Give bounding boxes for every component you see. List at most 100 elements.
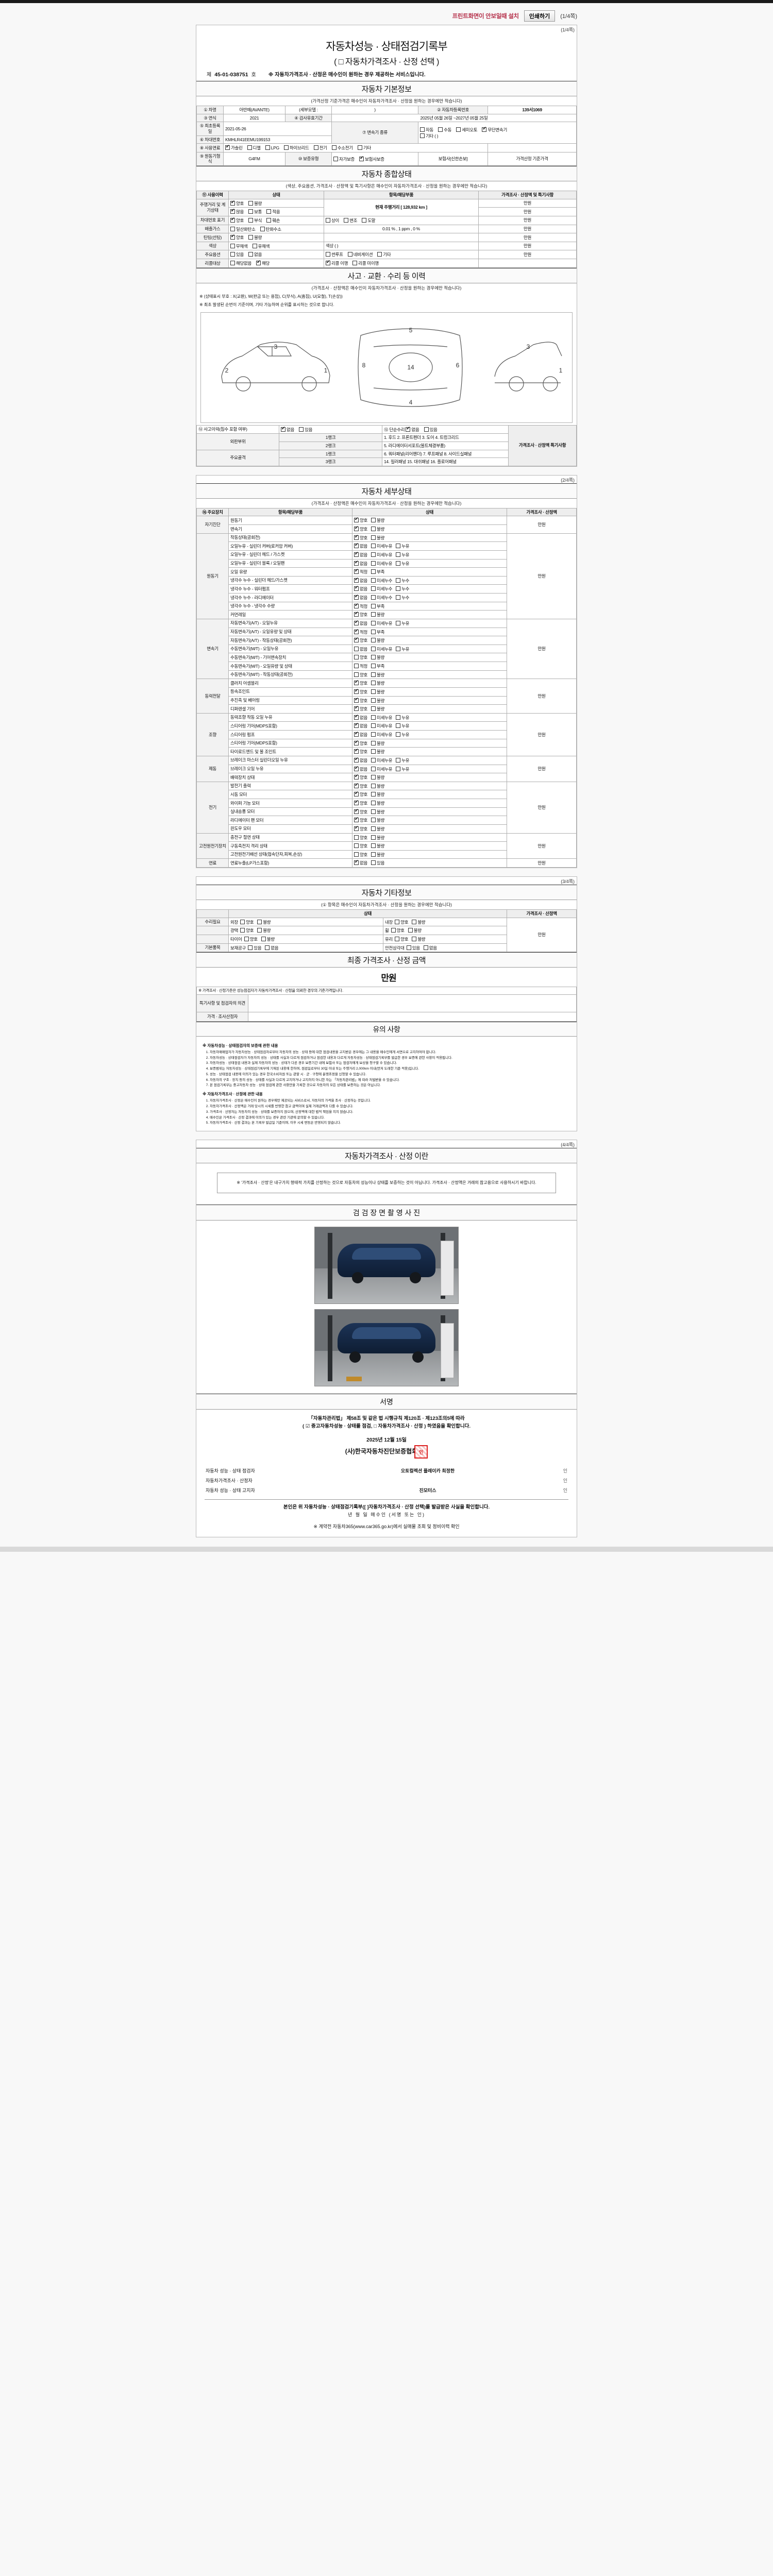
state-option[interactable]: 미세누유	[371, 552, 392, 558]
etc-option[interactable]: 없음	[423, 945, 437, 951]
etc-cell[interactable]: 유리 양호 불량	[382, 934, 508, 944]
checkbox[interactable]	[354, 843, 359, 849]
checkbox[interactable]	[396, 766, 401, 771]
detail-item-state[interactable]: 없음 미세누수 누수	[352, 593, 507, 602]
state-option[interactable]: 없음	[354, 619, 367, 626]
checkbox[interactable]	[354, 739, 359, 745]
state-option[interactable]: 부족	[371, 663, 384, 669]
checkbox[interactable]	[412, 936, 417, 941]
checkbox[interactable]	[354, 611, 359, 617]
detail-item-state[interactable]: 양호 불량	[352, 781, 507, 791]
checkbox[interactable]	[396, 561, 401, 566]
state-option[interactable]: 불량	[371, 680, 384, 686]
etc-cell[interactable]: 내장 양호 불량	[382, 917, 508, 927]
checkbox[interactable]	[354, 534, 359, 540]
checkbox[interactable]	[395, 936, 400, 941]
recall-done[interactable]: 리콜 이행	[326, 259, 348, 266]
checkbox[interactable]	[371, 518, 376, 523]
detail-item-state[interactable]: 양호 불량	[352, 790, 507, 799]
checkbox[interactable]	[371, 535, 376, 540]
state-option[interactable]: 부족	[371, 569, 384, 575]
transmission-options[interactable]: 자동 수동 세미오토 무단변속기 기타 ( )	[418, 122, 577, 144]
state-option[interactable]: 있음	[371, 860, 384, 866]
checkbox[interactable]	[371, 527, 376, 531]
detail-item-state[interactable]: 양호 불량	[352, 841, 507, 851]
etc-option[interactable]: 불량	[257, 927, 271, 934]
state-option[interactable]: 불량	[371, 817, 384, 823]
state-option[interactable]: 불량	[371, 672, 384, 678]
state-option[interactable]: 양호	[354, 782, 367, 789]
state-option[interactable]: 불량	[371, 698, 384, 704]
fuel-hybrid[interactable]: 하이브리드	[283, 145, 309, 151]
state-option[interactable]: 양호	[354, 636, 367, 643]
state-option[interactable]: 적정	[354, 568, 367, 575]
state-option[interactable]: 불량	[371, 689, 384, 695]
state-option[interactable]: 양호	[354, 739, 367, 747]
opt-auto[interactable]: 자동	[420, 127, 433, 133]
checkbox[interactable]	[354, 756, 359, 762]
checkbox[interactable]	[354, 799, 359, 805]
print-warning-link[interactable]: 프린트화면이 안보일때 설치	[452, 13, 519, 20]
detail-item-state[interactable]: 없음 미세누수 누수	[352, 584, 507, 594]
state-option[interactable]: 없음	[354, 859, 367, 866]
checkbox[interactable]	[354, 697, 359, 703]
checkbox[interactable]	[354, 808, 359, 814]
etc-option[interactable]: 양호	[240, 919, 254, 925]
checkbox[interactable]	[354, 525, 359, 531]
emission-co[interactable]: 일산화탄소	[230, 226, 256, 232]
state-option[interactable]: 누수	[396, 578, 409, 584]
state-option[interactable]: 양호	[354, 654, 367, 660]
state-option[interactable]: 누수	[396, 595, 409, 601]
etc-cell[interactable]: 광택 양호 불량	[228, 926, 383, 935]
recall-na[interactable]: 해당없음	[230, 260, 251, 266]
state-option[interactable]: 불량	[371, 526, 384, 532]
checkbox[interactable]	[354, 585, 359, 591]
checkbox[interactable]	[371, 603, 376, 608]
state-option[interactable]: 누유	[396, 757, 409, 764]
state-option[interactable]: 미세누수	[371, 595, 392, 601]
state-option[interactable]: 양호	[354, 611, 367, 618]
etc-option[interactable]: 불량	[257, 919, 271, 925]
fuel-gasoline[interactable]: 가솔린	[225, 144, 243, 151]
detail-item-state[interactable]: 양호 불량	[352, 807, 507, 817]
detail-item-state[interactable]: 양호 불량	[352, 738, 507, 748]
detail-item-state[interactable]: 양호 불량	[352, 670, 507, 680]
etc-cell[interactable]: 안전삼각대 있음 없음	[382, 943, 508, 953]
state-option[interactable]: 양호	[354, 525, 367, 532]
state-option[interactable]: 미세누수	[371, 578, 392, 584]
detail-item-state[interactable]: 양호 불량	[352, 636, 507, 645]
etc-option[interactable]: 불량	[412, 919, 426, 925]
checkbox[interactable]	[396, 552, 401, 557]
state-option[interactable]: 불량	[371, 774, 384, 781]
checkbox[interactable]	[354, 748, 359, 754]
accident-history-opts[interactable]: 없음 있음	[279, 425, 382, 434]
detail-item-state[interactable]: 양호 불량	[352, 679, 507, 688]
state-option[interactable]: 불량	[371, 612, 384, 618]
state-option[interactable]: 누유	[396, 561, 409, 567]
checkbox[interactable]	[371, 569, 376, 574]
state-option[interactable]: 적정	[354, 602, 367, 609]
checkbox[interactable]	[354, 773, 359, 780]
checkbox[interactable]	[396, 732, 401, 737]
etc-option[interactable]: 있음	[248, 945, 262, 951]
state-option[interactable]: 누수	[396, 586, 409, 592]
recall-item[interactable]: 리콜 이행 리콜 미이행	[324, 259, 479, 268]
checkbox[interactable]	[354, 655, 359, 660]
checkbox[interactable]	[371, 706, 376, 711]
etc-option[interactable]: 양호	[395, 936, 409, 942]
fuel-electric[interactable]: 전기	[313, 145, 327, 151]
state-option[interactable]: 누유	[396, 552, 409, 558]
state-option[interactable]: 미세누유	[371, 561, 392, 567]
state-option[interactable]: 불량	[371, 637, 384, 643]
state-option[interactable]: 불량	[371, 517, 384, 523]
opt-other[interactable]: 기타 ( )	[420, 133, 439, 139]
checkbox[interactable]	[371, 561, 376, 566]
state-option[interactable]: 불량	[371, 740, 384, 747]
state-option[interactable]: 양호	[354, 835, 367, 841]
state-option[interactable]: 양호	[354, 825, 367, 832]
state-option[interactable]: 불량	[371, 654, 384, 660]
detail-item-state[interactable]: 없음 미세누유 누유	[352, 730, 507, 739]
fuel-options[interactable]: 가솔린 디젤 LPG 하이브리드 전기 수소전기 기타	[223, 143, 488, 152]
checkbox[interactable]	[354, 664, 359, 668]
state-option[interactable]: 양호	[354, 808, 367, 815]
